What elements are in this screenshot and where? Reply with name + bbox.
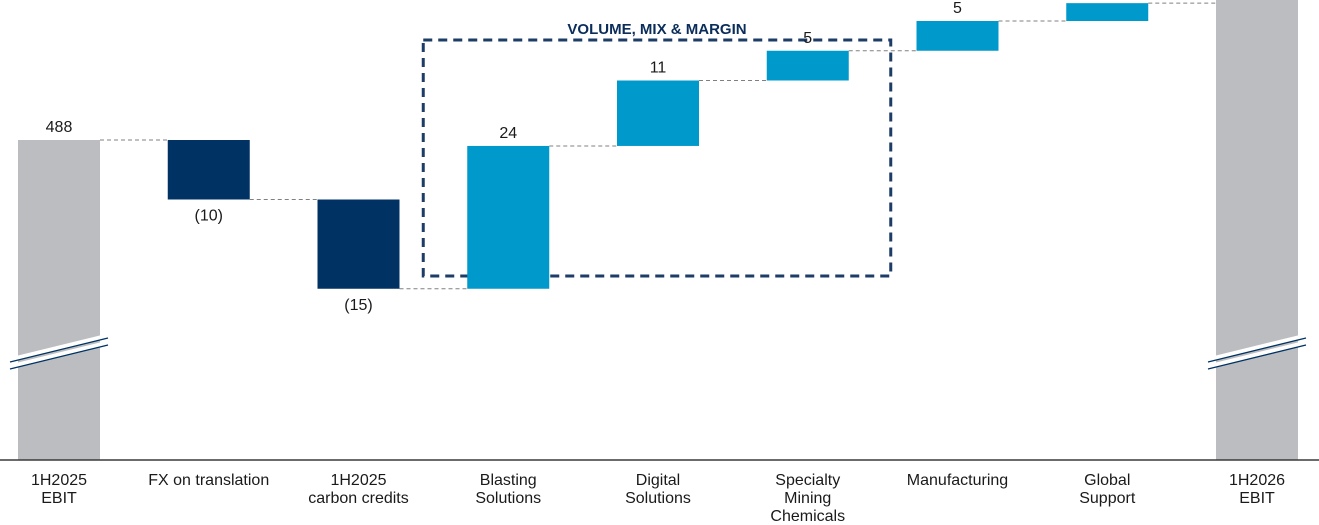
axis-break-line [1207,337,1307,363]
category-label: 1H2025 [330,472,386,489]
axis-break-gap [9,340,109,370]
category-label: Digital [636,472,680,489]
category-label: Manufacturing [907,472,1008,489]
category-label: Chemicals [770,508,845,525]
data-label: 5 [953,0,962,17]
category-label: 1H2026 [1229,472,1285,489]
bar-positive [617,80,699,146]
bar-positive [467,145,550,289]
category-label: Blasting [480,472,537,489]
category-label: carbon credits [308,490,409,507]
axis-break-line [9,337,109,363]
bar-positive [766,50,849,81]
bar-negative [317,199,400,289]
data-label: 5 [803,30,812,47]
axis-break-gap [1207,333,1307,363]
category-label: EBIT [1239,490,1275,507]
category-label: Global [1084,472,1130,489]
data-label: 488 [46,119,73,136]
data-label: (15) [344,297,372,314]
bar-negative [167,140,250,200]
category-label: Solutions [625,490,691,507]
category-label: Support [1079,490,1136,507]
axis-break-line [1207,344,1307,370]
category-label: Mining [784,490,831,507]
axis-break-line [9,344,109,370]
category-label: EBIT [41,490,77,507]
bar-positive [1066,3,1149,22]
axis-break-gap [1207,340,1307,370]
data-label: 11 [650,60,667,77]
category-label: Solutions [475,490,541,507]
group-box [421,38,893,278]
axis-break-gap [9,333,109,363]
data-label: 24 [499,125,517,142]
bar-total [1216,0,1298,460]
category-label: FX on translation [148,472,269,489]
category-label: 1H2025 [31,472,87,489]
category-label: Specialty [775,472,840,489]
bar-total [18,140,100,460]
group-label: VOLUME, MIX & MARGIN [567,21,746,38]
bar-positive [916,21,999,51]
data-label: (10) [195,208,223,225]
